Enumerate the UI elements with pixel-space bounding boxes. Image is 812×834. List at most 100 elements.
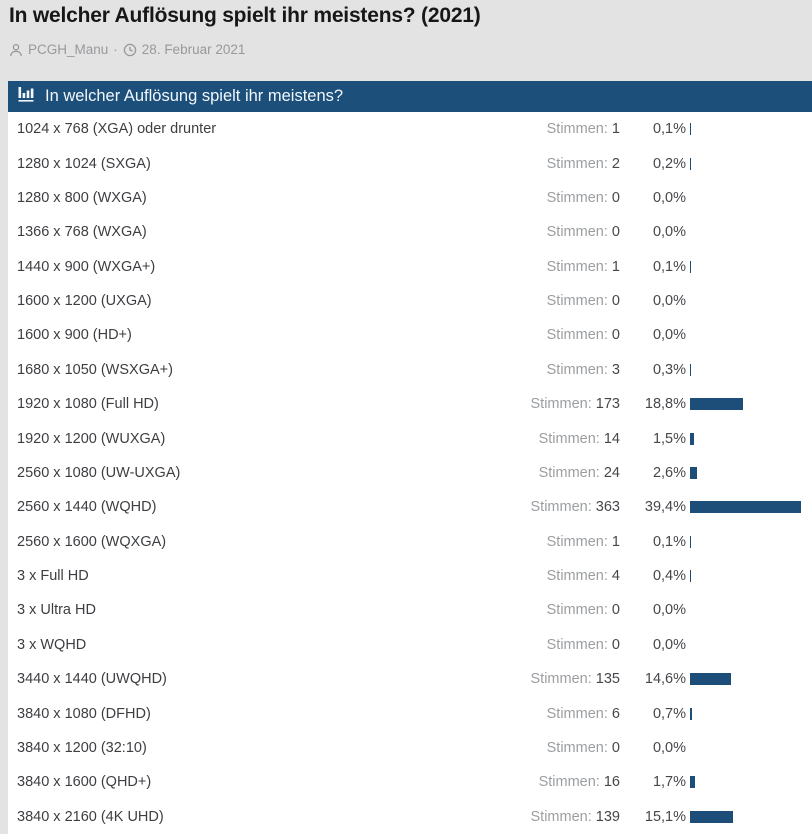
poll-option-percent: 0,3%	[652, 361, 686, 378]
byline-separator: ·	[113, 42, 118, 57]
votes-count: 135	[595, 671, 620, 688]
votes-count: 0	[611, 739, 620, 756]
poll-option-row[interactable]: 2560 x 1440 (WQHD) Stimmen: 363 39,4%	[8, 490, 812, 524]
poll-option-votes: Stimmen: 2	[420, 156, 620, 172]
poll-option-label: 2560 x 1080 (UW-UXGA)	[17, 464, 181, 481]
poll-option-row[interactable]: 3440 x 1440 (UWQHD) Stimmen: 135 14,6%	[8, 662, 812, 696]
poll-option-row[interactable]: 1440 x 900 (WXGA+) Stimmen: 1 0,1%	[8, 250, 812, 284]
poll-option-row[interactable]: 1920 x 1200 (WUXGA) Stimmen: 14 1,5%	[8, 421, 812, 455]
byline: PCGH_Manu · 28. Februar 2021	[9, 42, 245, 57]
poll-option-row[interactable]: 1920 x 1080 (Full HD) Stimmen: 173 18,8%	[8, 387, 812, 421]
votes-word: Stimmen:	[546, 533, 608, 550]
poll-option-row[interactable]: 3 x Ultra HD Stimmen: 0 0,0%	[8, 593, 812, 627]
poll-option-bar	[690, 673, 732, 686]
poll-option-percent: 0,1%	[652, 533, 686, 550]
poll-option-label: 3 x Full HD	[17, 568, 89, 585]
poll-option-bar	[690, 157, 692, 170]
poll-option-row[interactable]: 1680 x 1050 (WSXGA+) Stimmen: 3 0,3%	[8, 353, 812, 387]
poll-option-row[interactable]: 2560 x 1080 (UW-UXGA) Stimmen: 24 2,6%	[8, 456, 812, 490]
votes-count: 4	[611, 568, 620, 585]
poll-option-row[interactable]: 1280 x 1024 (SXGA) Stimmen: 2 0,2%	[8, 146, 812, 180]
poll-option-label: 3 x WQHD	[17, 636, 87, 653]
poll-header: In welcher Auflösung spielt ihr meistens…	[8, 81, 812, 112]
poll-option-votes: Stimmen: 0	[420, 637, 620, 653]
poll-option-percent: 2,6%	[652, 464, 686, 481]
votes-word: Stimmen:	[546, 636, 608, 653]
poll-option-votes: Stimmen: 0	[420, 190, 620, 206]
poll-option-row[interactable]: 3840 x 2160 (4K UHD) Stimmen: 139 15,1%	[8, 800, 812, 834]
poll-option-row[interactable]: 1366 x 768 (WXGA) Stimmen: 0 0,0%	[8, 215, 812, 249]
poll-option-bar-track	[686, 363, 812, 376]
poll-option-bar-track	[686, 776, 812, 789]
poll-option-row[interactable]: 1280 x 800 (WXGA) Stimmen: 0 0,0%	[8, 181, 812, 215]
poll-option-votes: Stimmen: 4	[420, 568, 620, 584]
votes-count: 16	[603, 774, 620, 791]
poll-option-row[interactable]: 3 x Full HD Stimmen: 4 0,4%	[8, 559, 812, 593]
poll-option-bar-track	[686, 123, 812, 136]
poll-option-bar	[690, 810, 733, 823]
poll-option-label: 1366 x 768 (WXGA)	[17, 224, 147, 241]
poll-option-row[interactable]: 1600 x 1200 (UXGA) Stimmen: 0 0,0%	[8, 284, 812, 318]
votes-word: Stimmen:	[530, 808, 592, 825]
poll-rows: 1024 x 768 (XGA) oder drunter Stimmen: 1…	[8, 112, 812, 834]
poll-option-percent: 0,0%	[652, 602, 686, 619]
poll-option-percent: 0,0%	[652, 327, 686, 344]
poll-option-label: 3 x Ultra HD	[17, 602, 96, 619]
poll-option-votes: Stimmen: 1	[420, 259, 620, 275]
votes-count: 3	[611, 361, 620, 378]
poll-option-bar-track	[686, 673, 812, 686]
poll-header-title: In welcher Auflösung spielt ihr meistens…	[45, 87, 344, 105]
poll-option-bar-track	[686, 260, 812, 273]
poll-option-votes: Stimmen: 1	[420, 121, 620, 137]
poll-option-bar	[690, 535, 692, 548]
poll-option-row[interactable]: 2560 x 1600 (WQXGA) Stimmen: 1 0,1%	[8, 525, 812, 559]
votes-word: Stimmen:	[538, 464, 600, 481]
votes-count: 173	[595, 396, 620, 413]
poll-option-row[interactable]: 1024 x 768 (XGA) oder drunter Stimmen: 1…	[8, 112, 812, 146]
poll-option-percent: 0,7%	[652, 705, 686, 722]
votes-word: Stimmen:	[546, 568, 608, 585]
byline-author[interactable]: PCGH_Manu	[28, 42, 109, 57]
poll-option-bar-track	[686, 398, 812, 411]
votes-word: Stimmen:	[546, 224, 608, 241]
votes-count: 139	[595, 808, 620, 825]
votes-word: Stimmen:	[546, 705, 608, 722]
poll-option-votes: Stimmen: 135	[420, 671, 620, 687]
poll-option-votes: Stimmen: 0	[420, 224, 620, 240]
poll-option-percent: 0,0%	[652, 636, 686, 653]
poll-option-label: 1280 x 800 (WXGA)	[17, 189, 147, 206]
votes-word: Stimmen:	[546, 189, 608, 206]
poll-option-label: 2560 x 1440 (WQHD)	[17, 499, 157, 516]
poll-option-votes: Stimmen: 16	[420, 774, 620, 790]
poll-option-row[interactable]: 3840 x 1600 (QHD+) Stimmen: 16 1,7%	[8, 765, 812, 799]
votes-word: Stimmen:	[530, 499, 592, 516]
poll-option-votes: Stimmen: 173	[420, 396, 620, 412]
poll-option-percent: 0,1%	[652, 121, 686, 138]
poll-option-votes: Stimmen: 0	[420, 740, 620, 756]
poll-option-label: 1440 x 900 (WXGA+)	[17, 258, 156, 275]
poll-option-percent: 0,0%	[652, 189, 686, 206]
poll-option-label: 1920 x 1200 (WUXGA)	[17, 430, 166, 447]
poll-option-bar	[690, 466, 698, 479]
poll-option-label: 3840 x 1200 (32:10)	[17, 739, 147, 756]
poll-option-row[interactable]: 3840 x 1080 (DFHD) Stimmen: 6 0,7%	[8, 696, 812, 730]
poll-option-votes: Stimmen: 363	[420, 499, 620, 515]
user-icon	[9, 43, 23, 57]
poll-option-percent: 0,4%	[652, 568, 686, 585]
poll-option-bar	[690, 707, 692, 720]
poll-option-row[interactable]: 1600 x 900 (HD+) Stimmen: 0 0,0%	[8, 318, 812, 352]
poll-option-percent: 1,7%	[652, 774, 686, 791]
poll-option-row[interactable]: 3 x WQHD Stimmen: 0 0,0%	[8, 628, 812, 662]
poll-option-votes: Stimmen: 0	[420, 327, 620, 343]
poll-option-percent: 39,4%	[644, 499, 686, 516]
poll-option-row[interactable]: 3840 x 1200 (32:10) Stimmen: 0 0,0%	[8, 731, 812, 765]
poll-option-percent: 15,1%	[644, 808, 686, 825]
poll-option-percent: 0,0%	[652, 224, 686, 241]
votes-word: Stimmen:	[538, 774, 600, 791]
poll-option-bar	[690, 776, 695, 789]
votes-count: 6	[611, 705, 620, 722]
poll-option-bar-track	[686, 570, 812, 583]
poll-option-votes: Stimmen: 3	[420, 362, 620, 378]
poll-option-label: 1680 x 1050 (WSXGA+)	[17, 361, 173, 378]
poll-option-label: 1600 x 1200 (UXGA)	[17, 293, 152, 310]
